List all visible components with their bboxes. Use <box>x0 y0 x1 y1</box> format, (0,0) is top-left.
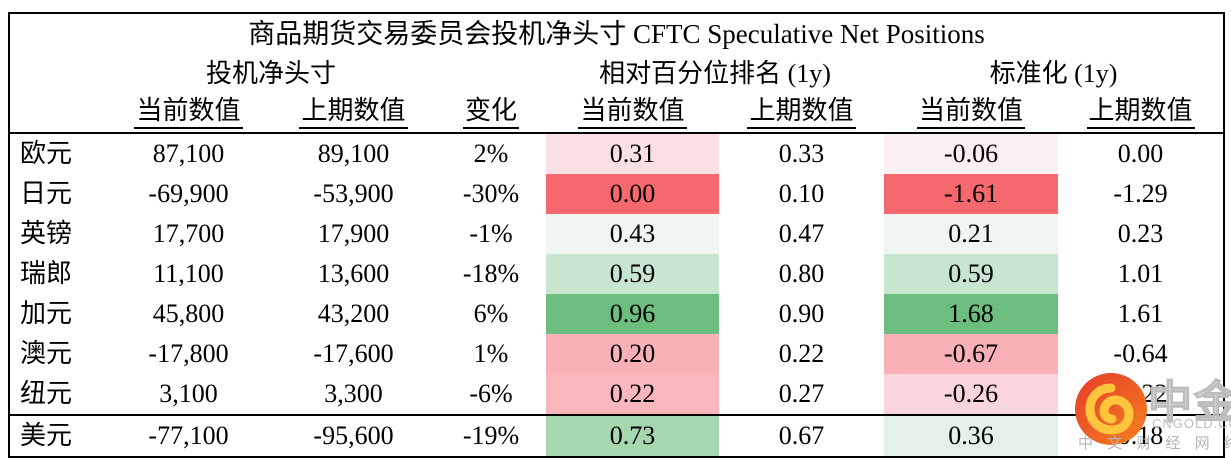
percentile-previous-cell: 0.10 <box>778 179 825 208</box>
percentile-previous-cell: 0.47 <box>778 219 825 248</box>
colhead-change: 变化 <box>436 94 546 133</box>
currency-label-cell: 美元 <box>20 421 73 450</box>
net-current-cell: 17,700 <box>152 219 225 248</box>
standardized-previous-cell: 0.00 <box>1117 139 1164 168</box>
change-cell: -1% <box>469 219 513 248</box>
standardized-previous-cell: 0.23 <box>1117 219 1164 248</box>
currency-label-cell: 英镑 <box>20 219 73 248</box>
change-cell: 1% <box>473 339 509 368</box>
group-standardized: 标准化 (1y) <box>989 59 1118 88</box>
standardized-previous-cell: 0.18 <box>1117 421 1164 450</box>
table-row: 澳元 -17,800 -17,600 1% 0.20 0.22 -0.67 -0… <box>9 334 1224 374</box>
net-previous-cell: 17,900 <box>317 219 390 248</box>
percentile-current-cell: 0.96 <box>546 294 719 334</box>
table-row: 英镑 17,700 17,900 -1% 0.43 0.47 0.21 0.23 <box>9 214 1224 254</box>
currency-label-cell: 瑞郎 <box>20 259 73 288</box>
standardized-current-cell: 1.68 <box>884 294 1058 334</box>
net-previous-cell: 43,200 <box>317 299 390 328</box>
standardized-current-cell: -0.06 <box>884 133 1058 174</box>
change-cell: -19% <box>462 421 520 450</box>
standardized-current-cell: -0.26 <box>884 374 1058 415</box>
colhead-pct-previous: 上期数值 <box>719 94 884 133</box>
cftc-positions-table: 商品期货交易委员会投机净头寸 CFTC Speculative Net Posi… <box>8 12 1226 458</box>
colhead-spacer <box>9 94 106 133</box>
net-current-cell: 87,100 <box>152 139 225 168</box>
percentile-current-cell: 0.59 <box>546 254 719 294</box>
percentile-previous-cell: 0.80 <box>778 259 825 288</box>
currency-label-cell: 日元 <box>20 179 73 208</box>
net-previous-cell: -95,600 <box>313 421 394 450</box>
net-current-cell: 3,100 <box>159 379 218 408</box>
net-previous-cell: -17,600 <box>313 339 394 368</box>
percentile-current-cell: 0.20 <box>546 334 719 374</box>
table-row: 欧元 87,100 89,100 2% 0.31 0.33 -0.06 0.00 <box>9 133 1224 174</box>
colhead-net-previous: 上期数值 <box>271 94 436 133</box>
standardized-current-cell: 0.36 <box>884 415 1058 457</box>
standardized-current-cell: -1.61 <box>884 174 1058 214</box>
currency-label-cell: 加元 <box>20 299 73 328</box>
currency-label-cell: 纽元 <box>20 379 73 408</box>
change-cell: -30% <box>462 179 520 208</box>
standardized-current-cell: 0.21 <box>884 214 1058 254</box>
net-current-cell: 11,100 <box>153 259 224 288</box>
group-percentile-rank: 相对百分位排名 (1y) <box>599 59 831 88</box>
standardized-previous-cell: -0.64 <box>1113 339 1168 368</box>
percentile-previous-cell: 0.33 <box>778 139 825 168</box>
colhead-net-current: 当前数值 <box>106 94 271 133</box>
percentile-current-cell: 0.22 <box>546 374 719 415</box>
percentile-previous-cell: 0.90 <box>778 299 825 328</box>
change-cell: -6% <box>469 379 513 408</box>
net-previous-cell: 89,100 <box>317 139 390 168</box>
standardized-current-cell: -0.67 <box>884 334 1058 374</box>
table-row: 瑞郎 11,100 13,600 -18% 0.59 0.80 0.59 1.0… <box>9 254 1224 294</box>
percentile-current-cell: 0.31 <box>546 133 719 174</box>
net-current-cell: -69,900 <box>148 179 229 208</box>
currency-label-cell: 欧元 <box>20 139 73 168</box>
net-previous-cell: 3,300 <box>324 379 383 408</box>
standardized-previous-cell: -1.29 <box>1113 179 1168 208</box>
percentile-current-cell: 0.73 <box>546 415 719 457</box>
percentile-current-cell: 0.00 <box>546 174 719 214</box>
table-row: 加元 45,800 43,200 6% 0.96 0.90 1.68 1.61 <box>9 294 1224 334</box>
table-title: 商品期货交易委员会投机净头寸 CFTC Speculative Net Posi… <box>248 18 985 49</box>
table-row: 日元 -69,900 -53,900 -30% 0.00 0.10 -1.61 … <box>9 174 1224 214</box>
group-net-positions: 投机净头寸 <box>205 59 336 88</box>
change-cell: 6% <box>473 299 509 328</box>
group-spacer-change <box>436 54 546 94</box>
percentile-current-cell: 0.43 <box>546 214 719 254</box>
table-row: 纽元 3,100 3,300 -6% 0.22 0.27 -0.26 -0.22 <box>9 374 1224 415</box>
colhead-std-current: 当前数值 <box>884 94 1058 133</box>
change-cell: 2% <box>473 139 509 168</box>
table-body: 欧元 87,100 89,100 2% 0.31 0.33 -0.06 0.00… <box>9 133 1225 457</box>
standardized-current-cell: 0.59 <box>884 254 1058 294</box>
colhead-pct-current: 当前数值 <box>546 94 719 133</box>
change-cell: -18% <box>462 259 520 288</box>
net-current-cell: 45,800 <box>152 299 225 328</box>
net-previous-cell: 13,600 <box>317 259 390 288</box>
net-current-cell: -77,100 <box>148 421 229 450</box>
percentile-previous-cell: 0.67 <box>778 421 825 450</box>
currency-label-cell: 澳元 <box>20 339 73 368</box>
table-row: 美元 -77,100 -95,600 -19% 0.73 0.67 0.36 0… <box>9 415 1225 457</box>
table-header: 商品期货交易委员会投机净头寸 CFTC Speculative Net Posi… <box>9 13 1225 133</box>
percentile-previous-cell: 0.22 <box>778 339 825 368</box>
net-current-cell: -17,800 <box>148 339 229 368</box>
standardized-previous-cell: 1.01 <box>1117 259 1164 288</box>
standardized-previous-cell: 1.61 <box>1117 299 1164 328</box>
net-previous-cell: -53,900 <box>313 179 394 208</box>
standardized-previous-cell: -0.22 <box>1113 379 1168 408</box>
group-spacer <box>9 54 106 94</box>
percentile-previous-cell: 0.27 <box>778 379 825 408</box>
colhead-std-previous: 上期数值 <box>1058 94 1224 133</box>
